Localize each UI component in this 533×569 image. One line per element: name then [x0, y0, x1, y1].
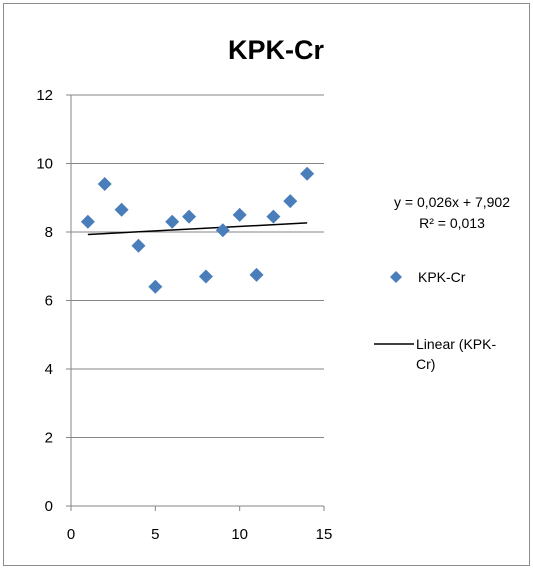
data-point [182, 209, 197, 224]
legend: y = 0,026x + 7,902 R² = 0,013 KPK-Cr Lin… [374, 194, 510, 372]
x-tick-label: 15 [316, 526, 333, 543]
data-point [266, 209, 281, 224]
y-tick-label: 12 [36, 87, 53, 104]
y-tick-label: 2 [45, 430, 53, 447]
data-point [300, 166, 315, 181]
trendline-group [87, 222, 308, 236]
y-tick-label: 8 [45, 224, 53, 241]
chart-frame: KPK-Cr 0 2 4 6 8 10 12 0 5 10 15 y = 0,026x + 7,9… [3, 3, 530, 566]
x-tick-label: 10 [231, 526, 248, 543]
data-point [97, 177, 112, 192]
data-point [283, 194, 298, 209]
chart-svg: KPK-Cr 0 2 4 6 8 10 12 0 5 10 15 y = 0,026x + 7,9… [36, 35, 510, 543]
data-point [80, 214, 95, 229]
legend-series-label: KPK-Cr [418, 269, 466, 285]
x-tick-label: 5 [151, 526, 159, 543]
legend-trendline-label-line2: Cr) [416, 356, 435, 372]
legend-trendline-label-line1: Linear (KPK- [416, 336, 496, 352]
data-point [232, 207, 247, 222]
y-tick-label: 0 [45, 498, 53, 515]
trendline-r-squared: R² = 0,013 [419, 215, 485, 231]
data-point [215, 223, 230, 238]
data-point [249, 267, 264, 282]
x-axis-tick-labels: 0 5 10 15 [67, 526, 333, 543]
axes [66, 94, 325, 511]
gridlines [71, 94, 324, 438]
trendline-equation: y = 0,026x + 7,902 [394, 194, 510, 210]
data-point [114, 202, 129, 217]
data-point [198, 269, 213, 284]
data-points [80, 166, 315, 294]
data-point [131, 238, 146, 253]
data-point [165, 214, 180, 229]
x-tick-label: 0 [67, 526, 75, 543]
trendline [87, 222, 308, 236]
data-point [148, 279, 163, 294]
y-tick-label: 10 [36, 156, 53, 173]
legend-marker-diamond [390, 271, 402, 283]
y-tick-label: 4 [45, 361, 53, 378]
y-tick-label: 6 [45, 293, 53, 310]
y-axis-tick-labels: 0 2 4 6 8 10 12 [36, 87, 53, 515]
chart-title: KPK-Cr [228, 35, 324, 65]
